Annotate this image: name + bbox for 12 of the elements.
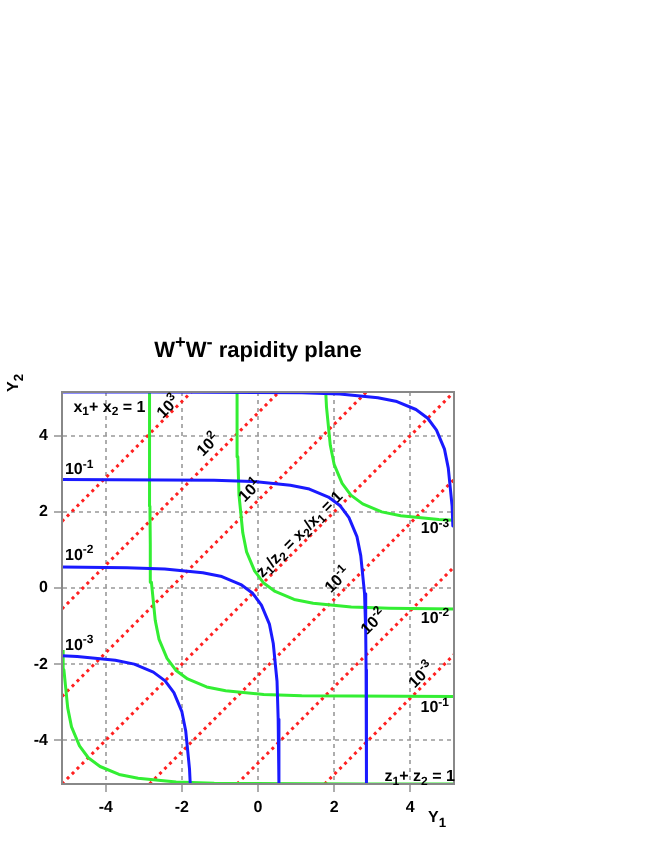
x-tick-label: 4 (405, 798, 416, 817)
y-tick-label: 2 (39, 502, 50, 521)
chart-title: W$^{+}$W$^{-}$ rapidity plane (152, 332, 364, 364)
x-tick-label: 0 (253, 798, 264, 817)
x-tick-label: 2 (329, 798, 340, 817)
y-tick-label: 4 (39, 426, 50, 445)
x-tick-label: -4 (98, 798, 114, 817)
y-tick-label: -2 (33, 654, 50, 673)
x-tick-label: -2 (174, 798, 191, 817)
x-axis-title: Y$_{1}$ (428, 808, 447, 832)
y-tick-label: -4 (33, 730, 50, 749)
y-tick-label: 0 (39, 578, 50, 597)
